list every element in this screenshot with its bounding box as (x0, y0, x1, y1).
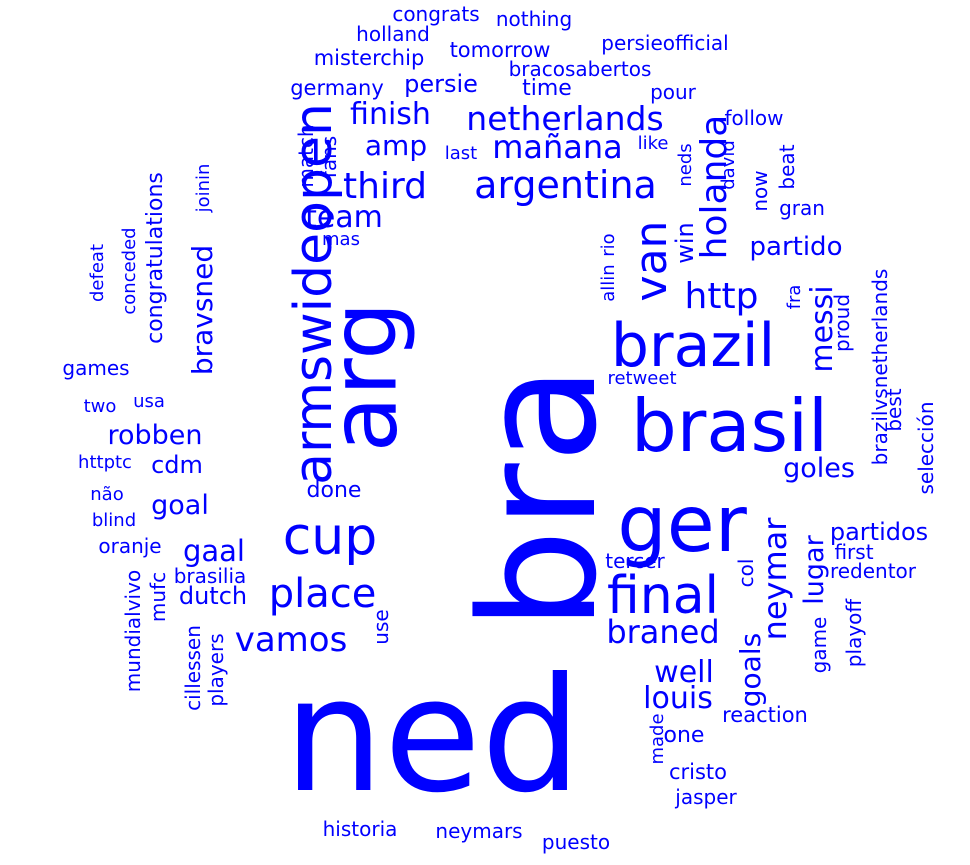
word-games: games (62, 356, 130, 380)
word-persie: persie (404, 70, 478, 98)
word-brasil: brasil (631, 384, 828, 468)
word-made: made (647, 713, 668, 765)
word-gaal: gaal (182, 533, 245, 568)
word-done: done (306, 478, 362, 503)
word-well: well (654, 655, 714, 690)
word-dutch: dutch (178, 582, 248, 610)
word-tomorrow: tomorrow (449, 37, 551, 62)
word-http: http (684, 276, 759, 317)
word-neymar: neymar (756, 517, 794, 641)
word-pour: pour (650, 80, 696, 104)
word-germany: germany (290, 75, 384, 100)
word-cup: cup (282, 507, 378, 567)
word-redentor: redentor (829, 559, 917, 583)
word-david: david (718, 140, 739, 190)
word-congratulations: congratulations (143, 172, 168, 344)
word-seleccion: selección (914, 401, 938, 495)
word-best: best (882, 388, 906, 432)
word-puesto: puesto (541, 830, 611, 854)
word-gran: gran (779, 196, 825, 220)
word-two: two (83, 396, 117, 417)
word-now: now (748, 170, 772, 212)
word-game: game (807, 616, 831, 674)
word-reaction: reaction (722, 702, 808, 727)
word-goles: goles (783, 452, 855, 484)
word-use: use (369, 609, 393, 645)
word-follow: follow (724, 106, 784, 130)
word-mundialvivo: mundialvivo (121, 569, 145, 693)
word-argentina: argentina (474, 163, 657, 207)
word-van: van (626, 220, 677, 302)
word-proud: proud (830, 293, 854, 353)
word-ned: ned (283, 644, 582, 828)
word-vamos: vamos (234, 620, 348, 660)
word-brasilia: brasilia (173, 564, 247, 588)
word-last: last (444, 143, 478, 164)
word-ger: ger (617, 480, 747, 570)
word-partido: partido (749, 232, 843, 262)
word-players: players (204, 633, 228, 707)
word-nao: não (90, 484, 124, 505)
word-defeat: defeat (87, 244, 108, 302)
word-brazil: brazil (610, 311, 776, 381)
word-holland: holland (356, 22, 430, 46)
word-one: one (663, 723, 705, 748)
word-like: like (637, 133, 669, 154)
word-httptc: httptc (78, 452, 132, 473)
word-place: place (268, 571, 377, 617)
word-congrats: congrats (392, 2, 480, 26)
word-louis: louis (643, 681, 713, 716)
word-fra: fra (784, 284, 805, 310)
word-oranje: oranje (98, 534, 162, 558)
word-conceded: conceded (119, 227, 140, 315)
word-jasper: jasper (675, 785, 737, 809)
word-manana: mañana (492, 128, 623, 166)
word-robben: robben (107, 419, 203, 451)
word-first: first (834, 540, 874, 564)
word-braned: braned (606, 613, 720, 651)
word-finish: finish (350, 97, 431, 132)
word-nothing: nothing (495, 7, 573, 31)
word-retweet: retweet (607, 368, 677, 389)
word-allin: allin (598, 264, 619, 302)
word-beat: beat (775, 144, 799, 190)
word-amp: amp (364, 129, 428, 162)
word-cdm: cdm (151, 451, 203, 479)
word-historia: historia (322, 817, 398, 841)
word-col: col (734, 558, 758, 588)
word-final: final (606, 566, 720, 626)
word-team: team (305, 200, 383, 235)
word-usa: usa (133, 391, 165, 412)
word-misterchip: misterchip (313, 45, 425, 70)
word-cristo: cristo (668, 759, 728, 784)
word-bracosabertos: bracosabertos (508, 57, 652, 81)
word-joinin: joinin (193, 163, 214, 213)
word-goals: goals (734, 632, 767, 708)
word-third: third (343, 166, 427, 207)
word-neymars: neymars (435, 819, 523, 843)
word-win: win (671, 222, 699, 264)
word-bravsned: bravsned (186, 244, 219, 376)
word-blind: blind (91, 510, 137, 531)
word-time: time (522, 76, 572, 101)
word-partidos: partidos (829, 518, 929, 546)
word-fans: fans (317, 135, 341, 179)
word-mufc: mufc (146, 571, 170, 623)
word-persieofficial: persieofficial (601, 31, 729, 55)
word-neds: neds (675, 143, 696, 187)
word-mas: mas (322, 229, 360, 250)
word-cillessen: cillessen (181, 625, 205, 711)
word-netherlands: netherlands (466, 98, 664, 138)
word-match: match (294, 124, 318, 188)
word-playoff: playoff (842, 598, 866, 668)
word-goal: goal (151, 489, 209, 521)
word-tercer: tercer (605, 549, 665, 573)
